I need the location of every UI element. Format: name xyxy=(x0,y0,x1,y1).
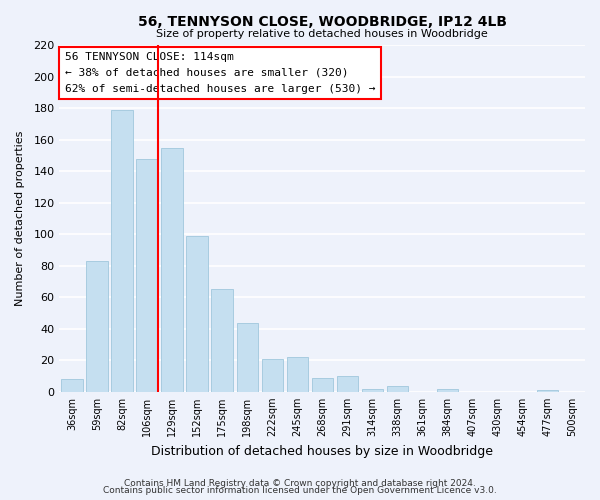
Bar xyxy=(337,376,358,392)
Bar xyxy=(136,159,158,392)
Bar xyxy=(161,148,182,392)
Text: 56 TENNYSON CLOSE: 114sqm
← 38% of detached houses are smaller (320)
62% of semi: 56 TENNYSON CLOSE: 114sqm ← 38% of detac… xyxy=(65,52,375,94)
Text: Size of property relative to detached houses in Woodbridge: Size of property relative to detached ho… xyxy=(157,28,488,38)
Bar xyxy=(112,110,133,392)
Bar xyxy=(287,357,308,392)
Bar xyxy=(437,388,458,392)
Title: 56, TENNYSON CLOSE, WOODBRIDGE, IP12 4LB: 56, TENNYSON CLOSE, WOODBRIDGE, IP12 4LB xyxy=(138,15,507,29)
Y-axis label: Number of detached properties: Number of detached properties xyxy=(15,131,25,306)
Bar xyxy=(61,379,83,392)
Bar xyxy=(187,236,208,392)
Bar xyxy=(362,388,383,392)
Bar xyxy=(311,378,333,392)
Text: Contains HM Land Registry data © Crown copyright and database right 2024.: Contains HM Land Registry data © Crown c… xyxy=(124,478,476,488)
Bar xyxy=(211,290,233,392)
Bar xyxy=(537,390,558,392)
Bar xyxy=(236,322,258,392)
Text: Contains public sector information licensed under the Open Government Licence v3: Contains public sector information licen… xyxy=(103,486,497,495)
X-axis label: Distribution of detached houses by size in Woodbridge: Distribution of detached houses by size … xyxy=(151,444,493,458)
Bar xyxy=(262,358,283,392)
Bar xyxy=(386,386,408,392)
Bar xyxy=(86,261,107,392)
